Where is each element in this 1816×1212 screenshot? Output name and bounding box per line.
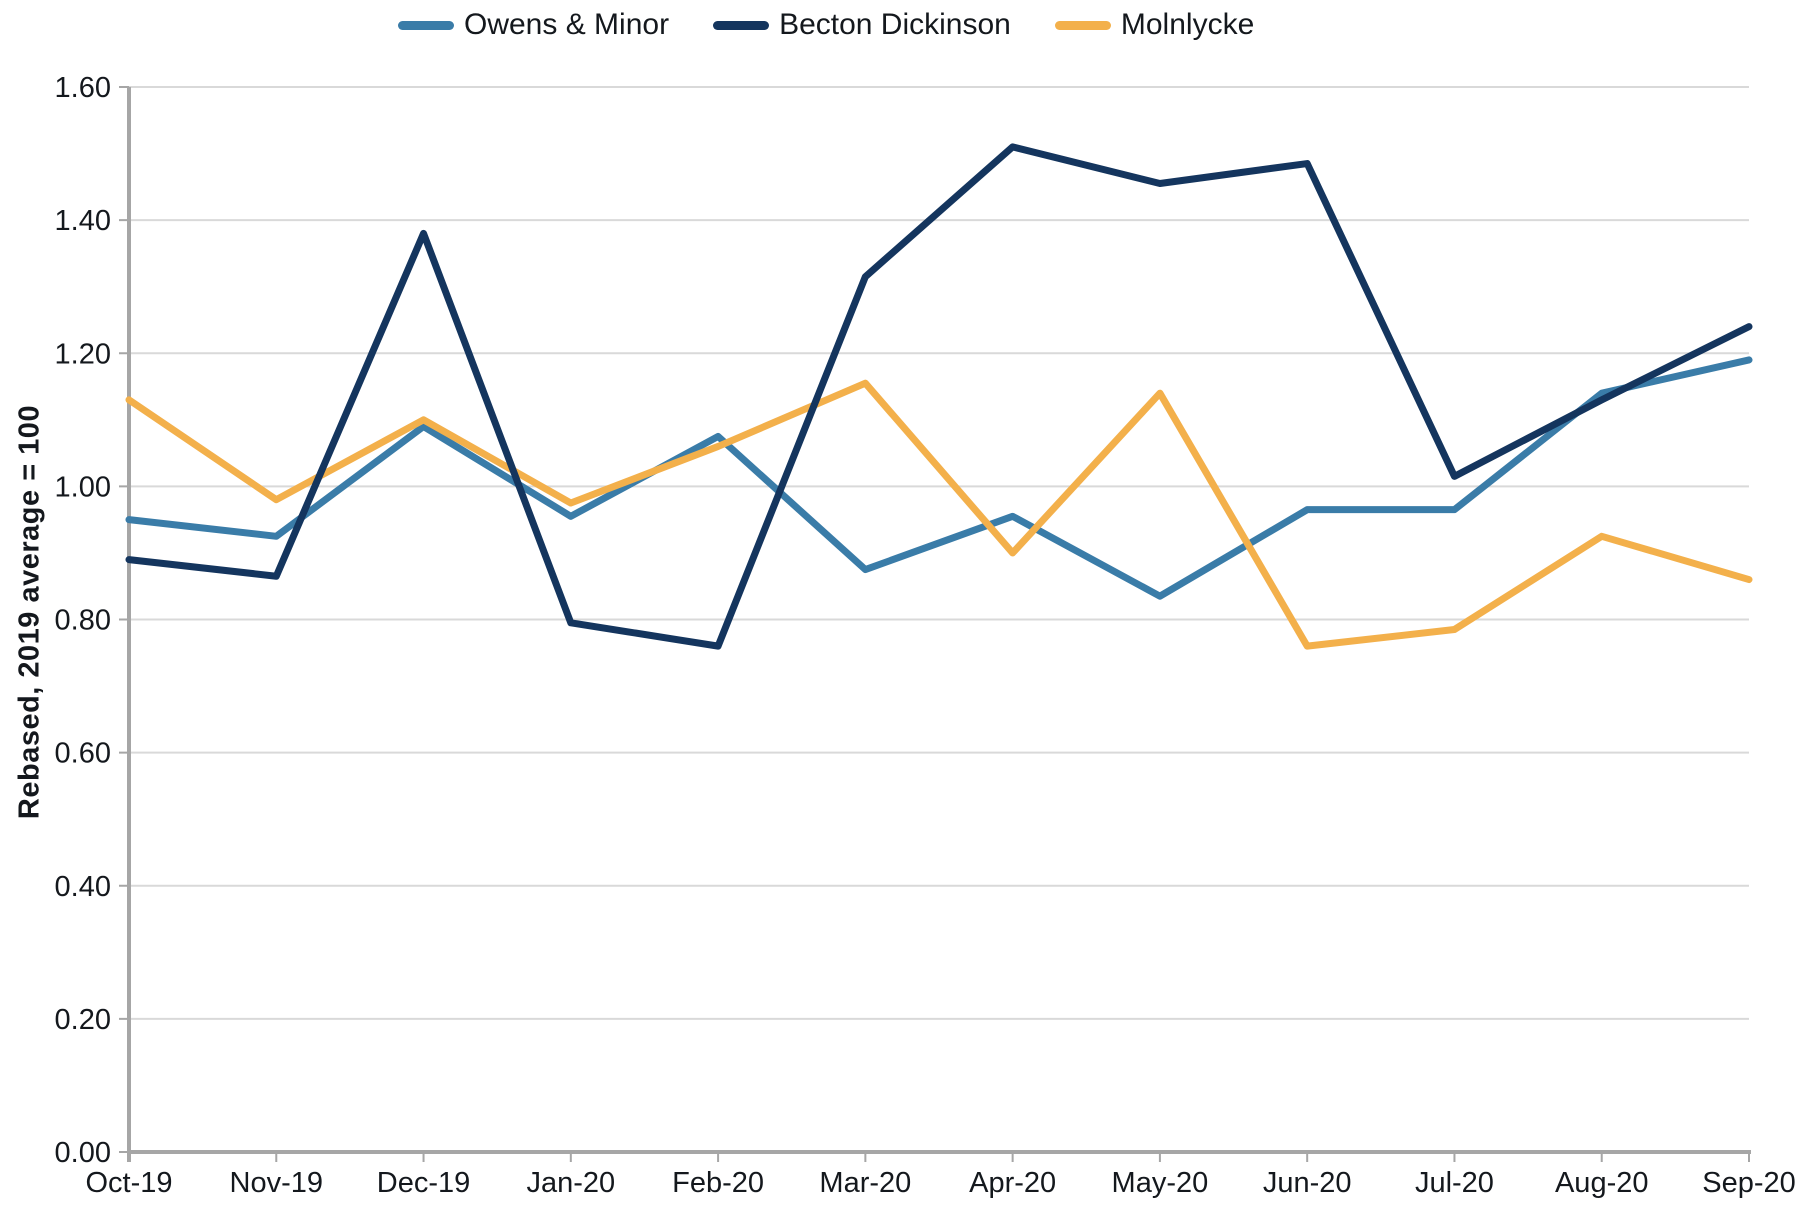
series-line-0 [125,356,1753,600]
x-tick-label: Aug-20 [1555,1167,1649,1199]
legend-label-becton-dickinson: Becton Dickinson [779,8,1011,41]
legend-swatch-becton-dickinson-icon [713,20,770,30]
legend-item-owens-minor: Owens & Minor [398,8,669,42]
legend-label-molnlycke: Molnlycke [1120,8,1255,41]
x-tick-label: Sep-20 [1702,1167,1796,1199]
y-tick-label: 0.20 [55,1004,111,1036]
y-tick-label: 1.40 [55,205,111,237]
legend-item-becton-dickinson: Becton Dickinson [713,8,1011,42]
x-tick-label: Jan-20 [526,1167,615,1199]
legend-swatch-owens-minor-icon [398,20,454,30]
y-tick-label: 1.60 [55,72,111,104]
y-tick-label: 0.60 [55,738,111,770]
chart-legend: Owens & Minor Becton Dickinson Molnlycke [398,8,1254,42]
x-tick-label: Jul-20 [1415,1167,1494,1199]
x-tick-label: Feb-20 [672,1167,764,1199]
x-tick-label: Mar-20 [819,1167,911,1199]
x-tick-label: Oct-19 [85,1167,172,1199]
x-tick-label: Apr-20 [969,1167,1056,1199]
y-tick-label: 0.80 [55,605,111,637]
x-tick-label: Jun-20 [1263,1167,1352,1199]
x-tick-label: Nov-19 [230,1167,324,1199]
x-tick-label: Dec-19 [377,1167,471,1199]
y-tick-label: 0.40 [55,871,111,903]
y-axis-title: Rebased, 2019 average = 100 [13,404,46,820]
y-tick-label: 0.00 [55,1137,111,1169]
series-line-1 [125,143,1753,650]
legend-swatch-molnlycke-icon [1054,20,1111,30]
legend-item-molnlycke: Molnlycke [1054,8,1255,42]
y-tick-label: 1.00 [55,471,111,503]
x-tick-label: May-20 [1112,1167,1209,1199]
y-tick-label: 1.20 [55,338,111,370]
series-line-2 [125,379,1753,650]
legend-label-owens-minor: Owens & Minor [464,8,670,41]
